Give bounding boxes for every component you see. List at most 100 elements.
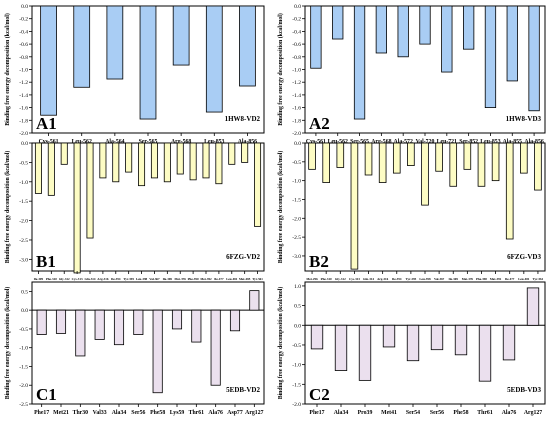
- y-tick-label: -1.5: [292, 197, 301, 203]
- y-tick-label: 0.0: [21, 308, 28, 314]
- x-tick-label: Arg-316: [97, 277, 109, 281]
- x-tick-label: Leu-398: [419, 277, 431, 281]
- x-tick-label: Met41: [381, 410, 397, 416]
- x-tick-label: Cys-313: [349, 277, 360, 281]
- x-tick-label: Met21: [53, 410, 69, 416]
- bar: [133, 309, 144, 335]
- bar: [419, 5, 431, 45]
- panel-tag: 6FZG-VD2: [226, 253, 260, 261]
- x-tick-label: Leu-481: [518, 277, 530, 281]
- bar: [215, 142, 223, 185]
- panel-tag: 6FZG-VD3: [507, 253, 541, 261]
- bar: [505, 142, 514, 240]
- bar: [113, 309, 125, 346]
- bar: [358, 324, 372, 381]
- y-tick-label: -2.0: [292, 216, 301, 222]
- bar: [60, 142, 68, 165]
- x-tick-label: Val-367: [434, 277, 445, 281]
- x-tick-label: Ala-572: [394, 139, 413, 145]
- bar: [239, 5, 256, 87]
- x-tick-label: Met-392: [200, 277, 212, 281]
- x-tick-label: Ile-394: [111, 277, 121, 281]
- bar: [407, 142, 415, 166]
- y-axis-title: Binding free energy decomposition (kcal/…: [4, 13, 11, 126]
- panel-b2: 0.0 -0.5 -1.0 -1.5 -2.0 -2.5 -3.0 Met-296 Phe-31…: [277, 141, 546, 281]
- x-tick-label: Val-720: [416, 139, 435, 145]
- bar: [435, 142, 443, 172]
- y-tick-label: -2.5: [19, 402, 28, 408]
- y-tick-label: -1.0: [19, 346, 28, 352]
- x-tick-label: Ile-369: [449, 277, 459, 281]
- y-tick-label: -1.5: [19, 364, 28, 370]
- bar: [202, 142, 210, 179]
- y-tick-label: -1.5: [19, 199, 28, 205]
- panel-label: B1: [36, 252, 56, 271]
- bar: [491, 142, 500, 182]
- bar: [375, 5, 388, 54]
- y-tick-label: -2.0: [19, 383, 28, 389]
- x-tick-label: Phe-390: [476, 277, 487, 281]
- y-tick-label: -1.0: [292, 363, 301, 369]
- bar: [484, 5, 497, 108]
- x-tick-label: Lys59: [170, 410, 185, 416]
- bar: [106, 5, 124, 80]
- bar: [249, 290, 260, 311]
- x-tick-label: Met-392: [490, 277, 502, 281]
- panel-label: C2: [309, 385, 330, 404]
- x-tick-label: Leu-853: [204, 139, 224, 145]
- y-tick-label: -0.6: [19, 42, 28, 48]
- x-tick-label: Ala34: [334, 410, 349, 416]
- x-tick-label: Gly-312: [335, 277, 346, 281]
- bar: [421, 142, 429, 206]
- x-tick-label: Ala-856: [524, 139, 543, 145]
- bar: [336, 142, 345, 168]
- x-tick-label: Tyr-561: [252, 277, 263, 281]
- x-tick-label: Arg-568: [371, 139, 391, 145]
- y-axis-title: Binding free energy decomposition (kcal/…: [277, 151, 284, 264]
- y-tick-label: -1.6: [19, 106, 28, 112]
- x-tick-label: Leu-853: [480, 139, 500, 145]
- y-tick-label: -3.0: [19, 257, 28, 263]
- bar: [205, 5, 223, 113]
- y-tick-label: -0.2: [19, 17, 28, 23]
- bar: [478, 324, 492, 382]
- x-tick-label: Phe-310: [46, 277, 57, 281]
- bar: [454, 324, 468, 356]
- x-tick-label: Phe-310: [321, 277, 332, 281]
- bar: [462, 5, 475, 50]
- bar: [139, 5, 157, 120]
- bar: [397, 5, 409, 58]
- bar: [506, 5, 518, 82]
- y-tick-label: 0.0: [294, 141, 301, 147]
- bar: [441, 5, 453, 73]
- x-tick-label: Met-376: [462, 277, 474, 281]
- plot-frame: [31, 281, 265, 405]
- y-axis-title: Binding free energy decomposition (kcal/…: [277, 13, 284, 126]
- bar: [125, 142, 133, 173]
- panel-c1: 0.5 0.0 -0.5 -1.0 -1.5 -2.0 -2.5 Phe17 Met21 Thr3…: [4, 281, 265, 416]
- y-tick-label: -0.5: [292, 160, 301, 166]
- panel-tag: 5EDB-VD3: [507, 386, 541, 394]
- x-tick-label: Ala76: [208, 410, 223, 416]
- bar: [176, 142, 184, 175]
- panel-a1: 0.0 -0.2 -0.4 -0.6 -0.8 -1.0 -1.2 -1.4 -1.6 -1.8 -…: [4, 4, 265, 145]
- y-tick-label: -3.0: [292, 254, 301, 260]
- x-tick-label: Tyr-395: [406, 277, 417, 281]
- x-tick-label: Met-376: [175, 277, 187, 281]
- bar: [210, 309, 221, 386]
- bar: [322, 142, 330, 183]
- x-tick-label: Phe17: [309, 410, 324, 416]
- x-tick-label: Thr30: [73, 410, 89, 416]
- x-tick-label: Ser56: [430, 410, 444, 416]
- y-tick-label: -2.0: [292, 402, 301, 408]
- y-tick-label: -1.0: [19, 180, 28, 186]
- bar: [353, 5, 366, 120]
- y-tick-label: 0.5: [294, 304, 301, 310]
- bar: [310, 5, 322, 69]
- bar: [241, 142, 249, 163]
- x-tick-label: Ser56: [131, 410, 145, 416]
- y-tick-label: -0.4: [19, 29, 28, 35]
- bar: [150, 142, 158, 179]
- bar: [254, 142, 262, 227]
- y-tick-label: -0.6: [292, 42, 301, 48]
